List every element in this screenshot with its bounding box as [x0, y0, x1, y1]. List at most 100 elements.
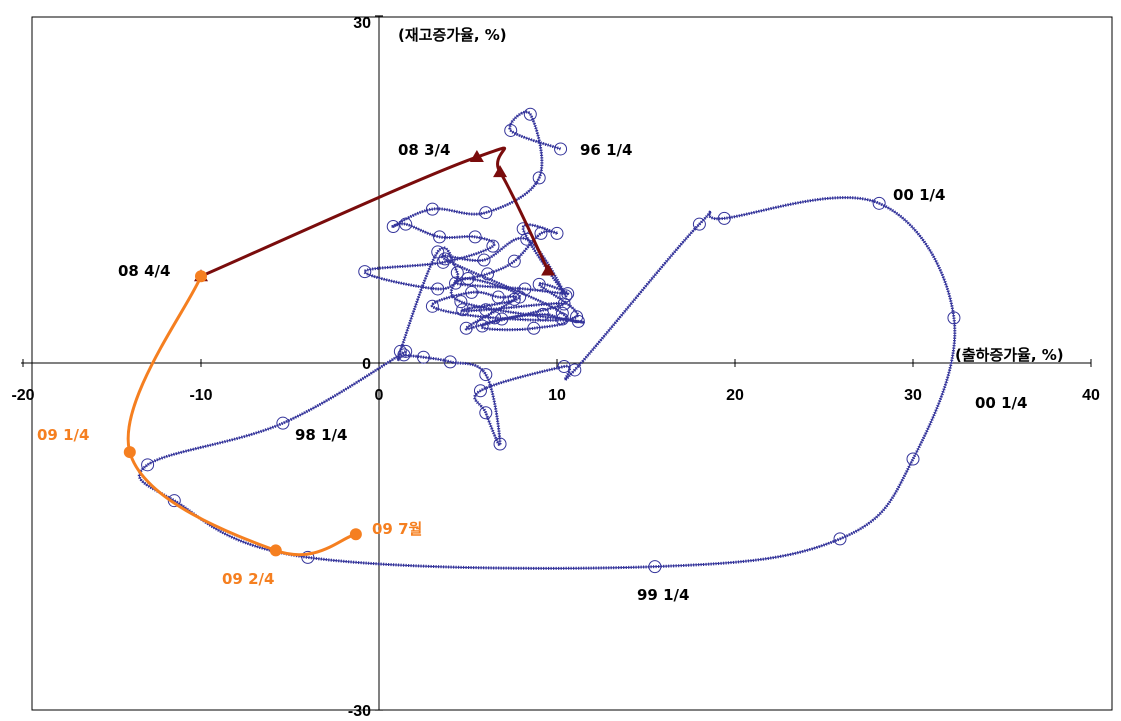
series-2: [123, 270, 362, 557]
data-point-marker: [518, 282, 532, 296]
data-point-marker: [648, 560, 662, 574]
data-point-marker: [947, 311, 961, 325]
data-point-marker: [536, 307, 550, 321]
data-point-marker: [479, 206, 493, 220]
data-point-marker: [461, 272, 475, 286]
data-point-marker: [495, 312, 509, 326]
data-point-marker: [550, 226, 564, 240]
point-annotation: 09 7월: [372, 520, 422, 538]
data-point-marker: [436, 255, 450, 269]
point-annotation: 98 1/4: [295, 426, 347, 444]
data-point-marker: [491, 290, 505, 304]
data-point-marker: [431, 282, 445, 296]
data-point-marker: [477, 253, 491, 267]
data-point-marker: [833, 532, 847, 546]
data-point-marker: [399, 217, 413, 231]
series-line-core: [138, 111, 956, 569]
data-point-marker: [493, 437, 507, 451]
series-line: [126, 275, 357, 557]
data-point-marker: [555, 306, 569, 320]
data-point-marker: [532, 277, 546, 291]
data-point-marker: [717, 211, 731, 225]
data-point-marker: [523, 107, 537, 121]
x-tick-label: 0: [375, 387, 384, 404]
data-point-marker: [481, 267, 495, 281]
data-point-marker: [479, 368, 493, 382]
data-point-marker: [906, 452, 920, 466]
x-tick-label: -10: [189, 387, 212, 404]
data-point-marker: [527, 321, 541, 335]
data-point-marker: [431, 245, 445, 259]
filled-circle-marker: [123, 446, 136, 459]
triangle-marker: [469, 150, 484, 163]
point-annotation: 08 4/4: [118, 262, 170, 280]
data-point-marker: [571, 314, 585, 328]
y-tick-label: 30: [353, 15, 371, 32]
series-0: [137, 107, 961, 574]
data-point-marker: [276, 416, 290, 430]
y-tick-label: -30: [348, 703, 371, 720]
data-point-marker: [141, 458, 155, 472]
data-point-marker: [692, 217, 706, 231]
data-point-marker: [555, 312, 569, 326]
series-layer: [123, 107, 961, 574]
data-point-marker: [507, 254, 521, 268]
data-point-marker: [554, 142, 568, 156]
data-point-marker: [559, 289, 573, 303]
point-annotation: 00 1/4: [975, 394, 1027, 412]
triangle-marker: [541, 263, 556, 276]
filled-circle-marker: [349, 528, 362, 541]
data-point-marker: [454, 295, 468, 309]
data-point-marker: [475, 319, 489, 333]
data-point-marker: [479, 406, 493, 420]
data-point-marker: [438, 252, 452, 266]
y-axis-label: (재고증가율, %): [398, 26, 507, 44]
data-point-marker: [468, 230, 482, 244]
data-point-marker: [534, 226, 548, 240]
data-point-marker: [532, 171, 546, 185]
point-annotation: 99 1/4: [637, 586, 689, 604]
data-point-marker: [443, 355, 457, 369]
y-tick-label: 0: [362, 356, 371, 373]
x-tick-label: 30: [904, 387, 922, 404]
data-point-marker: [473, 384, 487, 398]
data-point-marker: [479, 303, 493, 317]
data-point-marker: [386, 219, 400, 233]
filled-circle-marker: [195, 270, 207, 283]
data-point-marker: [456, 303, 470, 317]
data-point-marker: [486, 239, 500, 253]
point-annotation: 00 1/4: [893, 186, 945, 204]
data-point-marker: [433, 230, 447, 244]
data-point-marker: [425, 202, 439, 216]
x-tick-label: 10: [548, 387, 566, 404]
point-annotation: 09 2/4: [222, 570, 274, 588]
annotation-layer: 96 1/4 08 3/4 00 1/4 08 4/4 00 1/4 98 1/4 99 1…: [37, 141, 1027, 604]
triangle-marker: [493, 165, 508, 178]
data-point-marker: [358, 265, 372, 279]
data-point-marker: [449, 276, 463, 290]
point-annotation: 08 3/4: [398, 141, 450, 159]
data-point-marker: [397, 348, 411, 362]
x-tick-label: 20: [726, 387, 744, 404]
data-point-marker: [561, 287, 575, 301]
data-point-marker: [568, 363, 582, 377]
data-point-marker: [450, 266, 464, 280]
data-point-marker: [399, 344, 413, 358]
data-point-marker: [507, 292, 521, 306]
x-tick-label: 40: [1082, 387, 1100, 404]
data-point-marker: [459, 321, 473, 335]
point-annotation: 96 1/4: [580, 141, 632, 159]
data-point-marker: [488, 311, 502, 325]
x-tick-label: -20: [11, 387, 34, 404]
data-point-marker: [465, 285, 479, 299]
filled-circle-marker: [269, 544, 282, 557]
data-point-marker: [301, 550, 315, 564]
tick-labels: -20 -10 0 10 20 30 40 30 0 -30: [11, 15, 1100, 720]
data-point-marker: [872, 196, 886, 210]
point-annotation: 09 1/4: [37, 426, 89, 444]
data-point-marker: [425, 299, 439, 313]
data-point-marker: [504, 123, 518, 137]
data-point-marker: [393, 344, 407, 358]
